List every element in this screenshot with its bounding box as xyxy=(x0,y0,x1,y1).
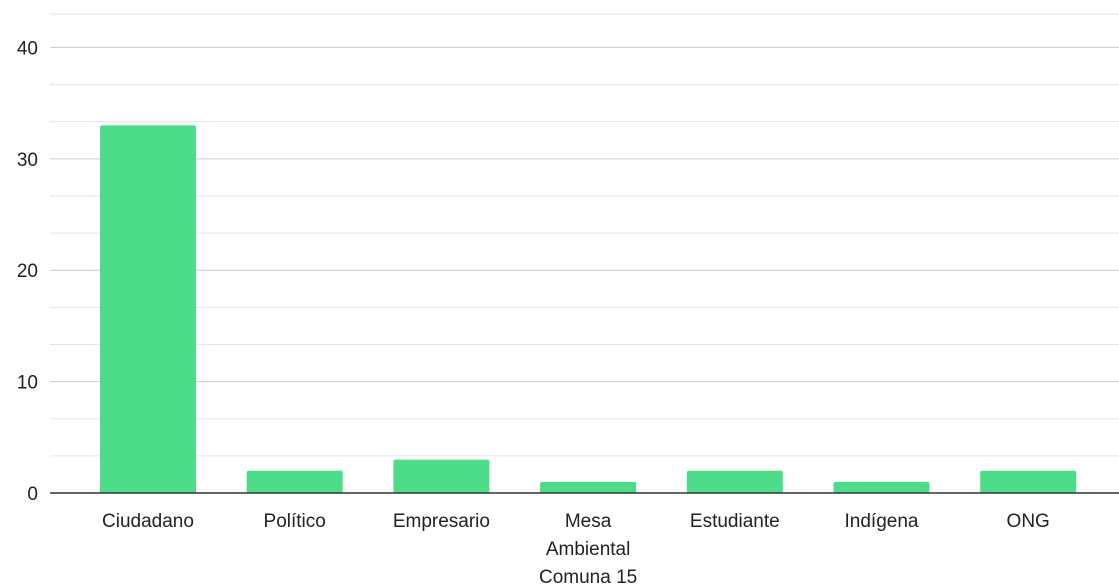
gridlines xyxy=(50,13,1119,457)
x-category-label: ONG xyxy=(1007,511,1050,532)
x-category-label-line: Político xyxy=(264,511,326,532)
x-category-label-line: Empresario xyxy=(393,511,490,532)
x-category-label-line: ONG xyxy=(1007,511,1050,532)
y-tick-label: 0 xyxy=(27,484,38,505)
bar xyxy=(540,481,637,493)
x-category-label: Mesa Ambiental Comuna 15 xyxy=(539,511,637,587)
x-category-label-line: Ciudadano xyxy=(102,511,194,532)
bar xyxy=(686,470,783,493)
x-category-label: Ciudadano xyxy=(102,511,194,532)
y-tick-label: 40 xyxy=(17,38,38,59)
x-category-label: Empresario xyxy=(393,511,490,532)
x-category-label-line: Comuna 15 xyxy=(539,567,637,587)
x-category-label-line: Mesa xyxy=(565,511,612,532)
bar xyxy=(833,481,930,493)
x-category-label-line: Ambiental xyxy=(546,539,631,560)
y-tick-label: 30 xyxy=(17,150,38,171)
x-category-label: Indígena xyxy=(845,511,919,532)
bar xyxy=(246,470,343,493)
x-category-label: Estudiante xyxy=(690,511,780,532)
y-tick-label: 20 xyxy=(17,261,38,282)
y-tick-label: 10 xyxy=(17,373,38,394)
bars xyxy=(100,125,1077,493)
x-category-label-line: Estudiante xyxy=(690,511,780,532)
x-category-label: Político xyxy=(264,511,326,532)
bar xyxy=(393,459,490,493)
bar xyxy=(980,470,1077,493)
x-axis-category-labels: Ciudadano Político Empresario Mesa Ambiental… xyxy=(102,511,1050,587)
x-category-label-line: Indígena xyxy=(845,511,919,532)
y-axis-tick-labels: 0 10 20 30 40 xyxy=(17,38,38,505)
bar xyxy=(100,125,196,493)
